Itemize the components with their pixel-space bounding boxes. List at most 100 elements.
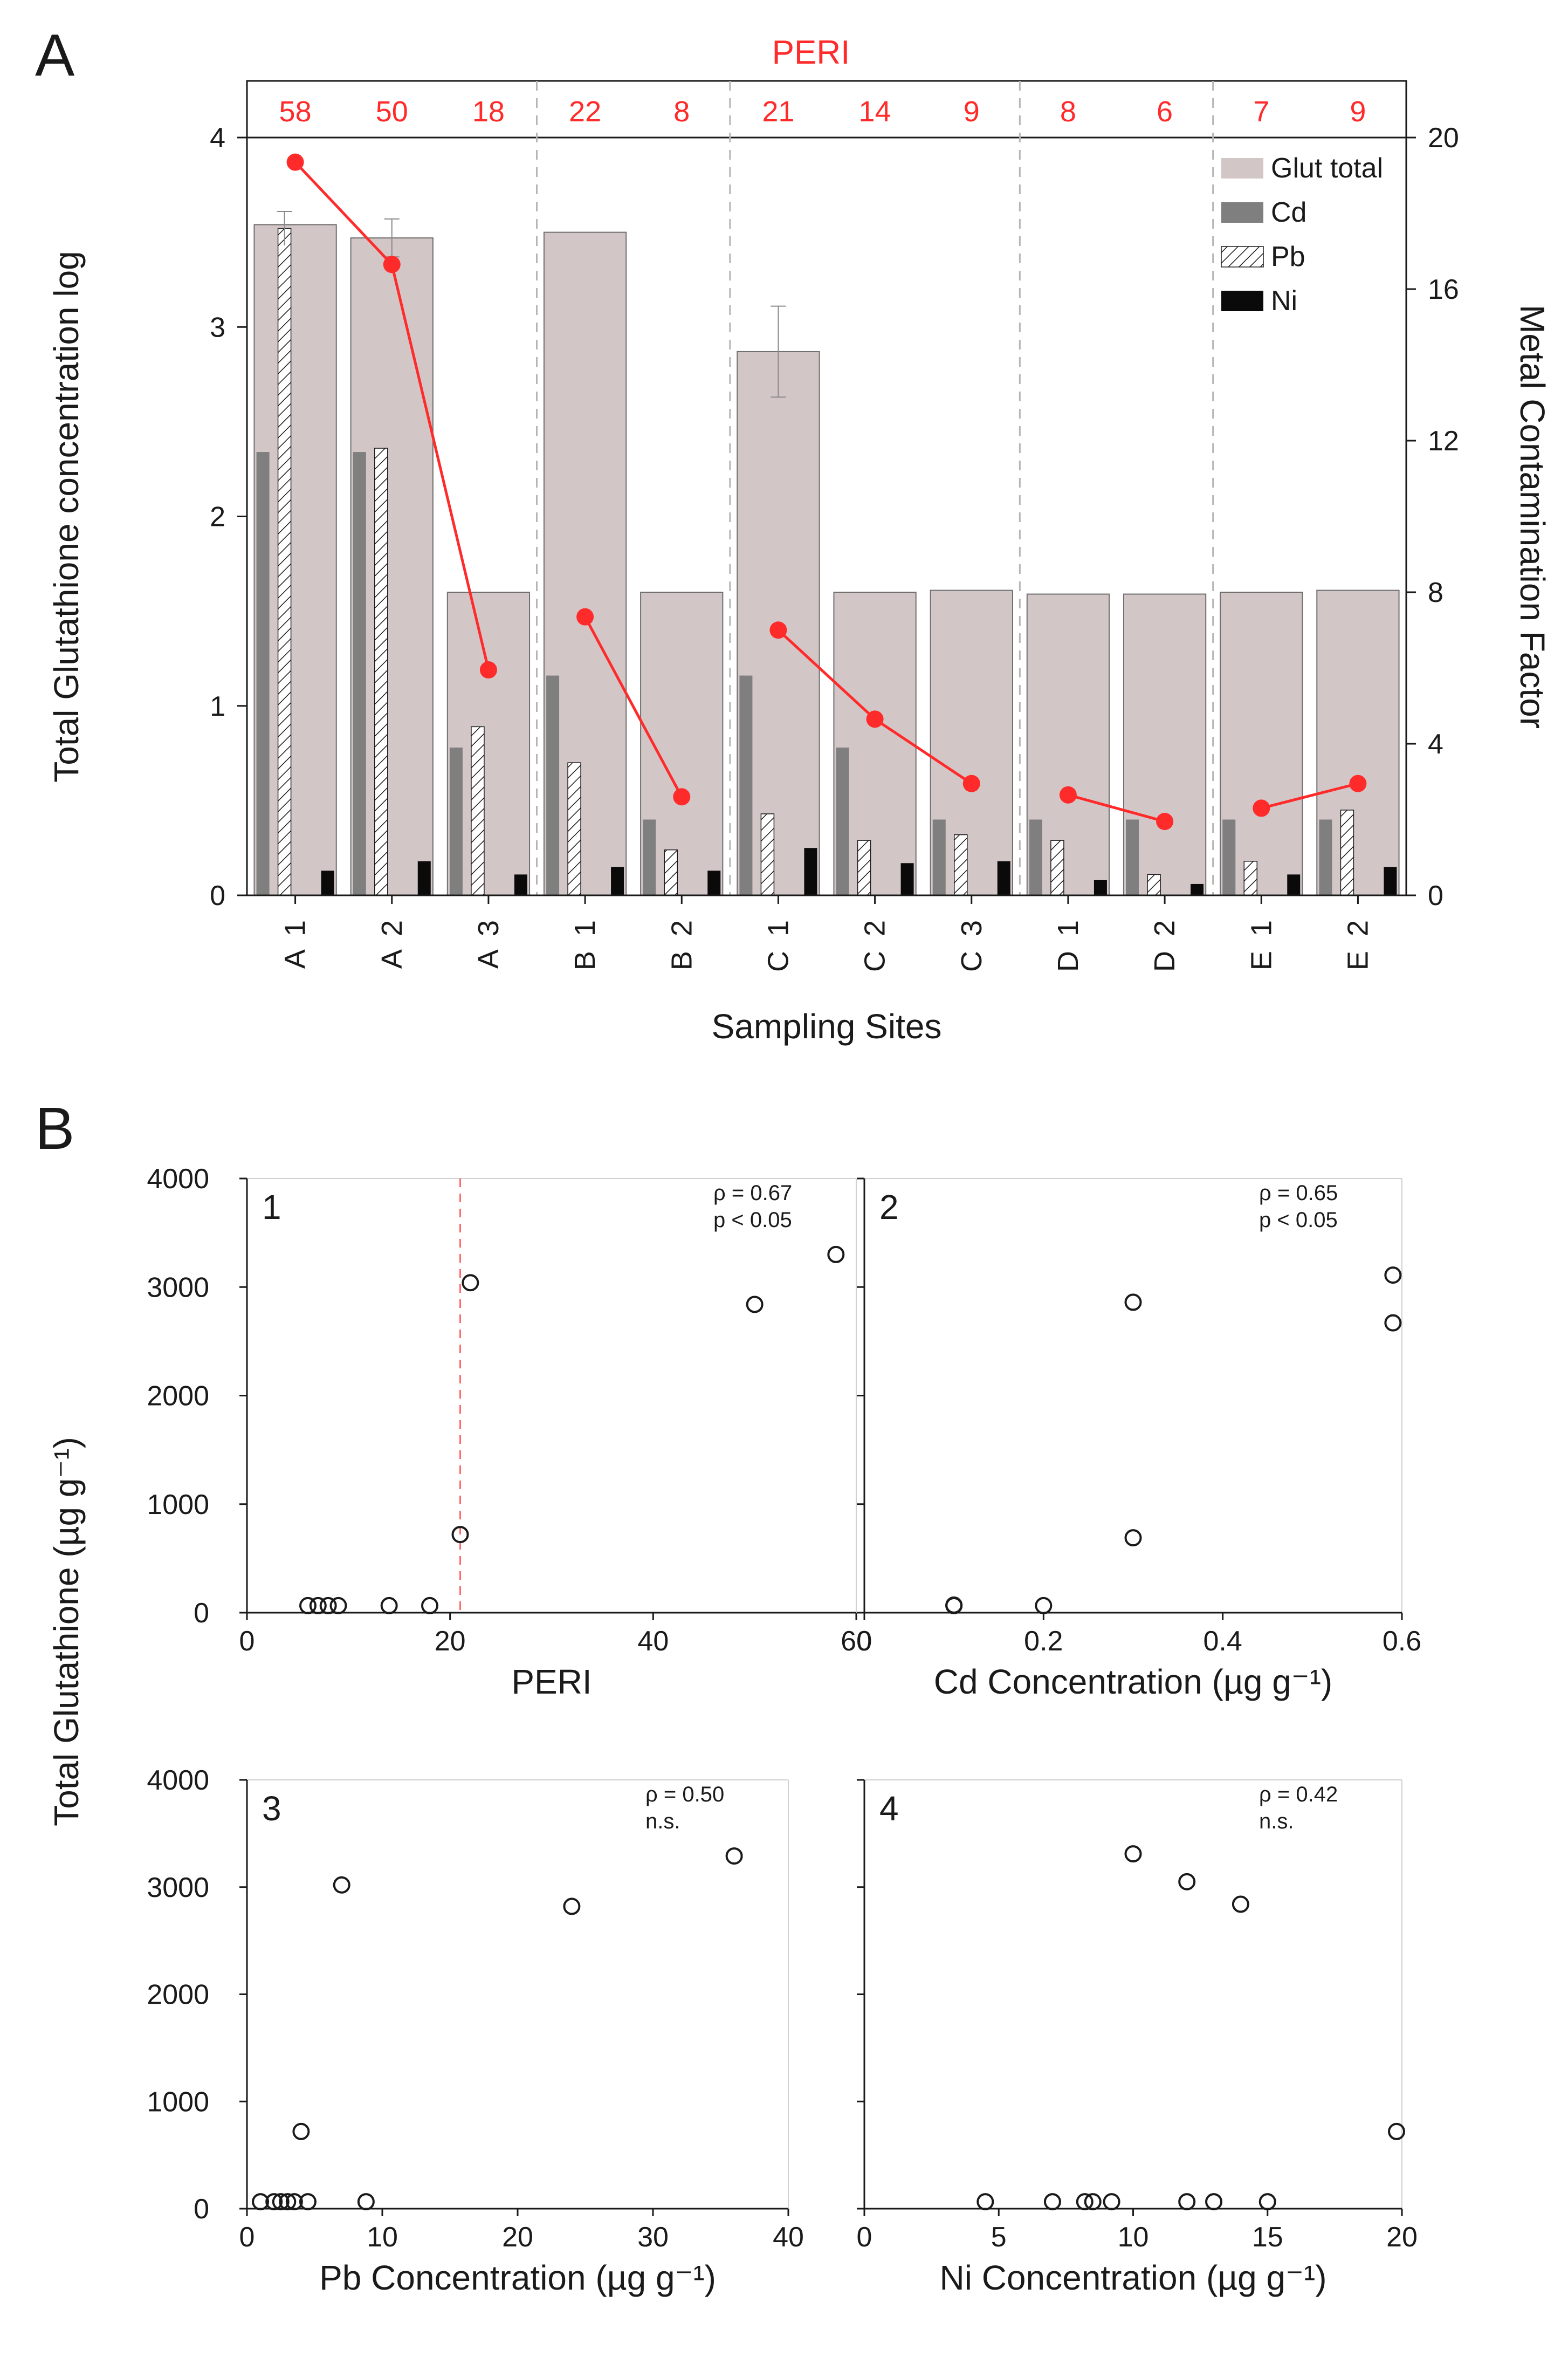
scatter-point — [329, 1597, 347, 1614]
y-tick-label: 3000 — [147, 1272, 209, 1303]
scatter-point — [1178, 1873, 1196, 1890]
x-tick-label: 40 — [637, 1626, 669, 1657]
cd-bar — [256, 452, 270, 895]
scatter-point — [285, 2193, 303, 2211]
x-tick-label: B 2 — [665, 917, 698, 970]
scatter-point — [1388, 2122, 1406, 2140]
y2-tick-label: 4 — [1428, 729, 1443, 760]
panel-a-letter: A — [35, 22, 75, 88]
cd-bar — [449, 748, 463, 895]
y-tick-label: 2 — [210, 502, 225, 533]
panel-b-y-axis-title: Total Glutathione (µg g⁻¹) — [47, 1437, 86, 1826]
scatter-point — [272, 2193, 290, 2211]
subplot-number: 1 — [262, 1188, 281, 1227]
scatter-point — [976, 2193, 994, 2211]
scatter-point — [279, 2193, 297, 2211]
scatter-point — [1103, 2193, 1120, 2211]
scatter-point — [827, 1245, 845, 1263]
peri-point — [1349, 775, 1367, 792]
scatter-point — [1043, 2193, 1061, 2211]
peri-value-label: 22 — [569, 95, 601, 128]
ni-bar — [900, 863, 914, 895]
x-axis-title: Cd Concentration (µg g⁻¹) — [934, 1662, 1332, 1701]
x-tick-label: 0 — [857, 2222, 872, 2253]
x-tick-label: 5 — [991, 2222, 1007, 2253]
scatter-point — [265, 2193, 283, 2211]
scatter-point — [333, 1876, 350, 1894]
scatter-point — [1178, 2193, 1196, 2211]
pb-bar — [954, 834, 968, 896]
peri-line-segment — [583, 616, 683, 798]
x-axis-title: Ni Concentration (µg g⁻¹) — [939, 2258, 1326, 2297]
chart-legend: Glut total Cd Pb Ni — [1221, 153, 1383, 317]
pb-bar — [760, 813, 775, 896]
x-tick-label: D 2 — [1149, 917, 1181, 972]
peri-strip-title: PERI — [772, 34, 850, 71]
x-tick-label: 10 — [1118, 2222, 1149, 2253]
scatter-point — [451, 1526, 469, 1544]
cd-bar — [932, 819, 946, 895]
stat-text: ρ = 0.67 — [713, 1181, 792, 1205]
stat-text: n.s. — [645, 1810, 680, 1833]
y-tick-label: 0 — [210, 880, 225, 912]
x-tick-label: 0 — [239, 1626, 255, 1657]
stat-text: ρ = 0.42 — [1259, 1783, 1338, 1806]
y-tick-label: 1000 — [147, 2086, 209, 2118]
scatter-point — [725, 1847, 743, 1865]
scatter-point — [309, 1597, 327, 1614]
peri-value-label: 8 — [673, 95, 690, 128]
scatter-point — [1124, 1529, 1142, 1547]
peri-point — [479, 661, 497, 679]
scatter-point — [1035, 1597, 1053, 1614]
scatter-subplot-1: 0 1000 2000 3000 4000 0 20 40 60 PERI 1 ρ = 0.67 p <… — [147, 1163, 872, 1701]
ni-bar — [417, 861, 431, 895]
y2-tick-label: 0 — [1428, 880, 1443, 912]
pb-bar — [857, 840, 871, 896]
y-tick-label: 0 — [194, 2194, 209, 2225]
ni-bar — [1384, 867, 1397, 895]
peri-line-segment — [1261, 782, 1359, 810]
scatter-point — [1384, 1314, 1402, 1332]
x-tick-label: E 2 — [1342, 917, 1374, 970]
x-tick-label: 40 — [773, 2222, 804, 2253]
x-tick-label: 0.4 — [1203, 1626, 1242, 1657]
scatter-point — [357, 2193, 375, 2211]
cd-bar — [836, 748, 849, 895]
stat-text: p < 0.05 — [1259, 1208, 1338, 1232]
x-tick-label: 0.6 — [1383, 1626, 1421, 1657]
x-tick-label: A 3 — [472, 917, 505, 969]
scatter-point — [1205, 2193, 1223, 2211]
x-tick-label: 20 — [502, 2222, 533, 2253]
y-axis-title: Total Glutathione concentration log — [47, 251, 86, 783]
x-tick-label: 0 — [857, 1626, 872, 1657]
x-tick-label: C 3 — [955, 917, 988, 972]
y-tick-label: 4000 — [147, 1163, 209, 1195]
y2-axis-title: Metal Contamination Factor — [1513, 305, 1552, 729]
pb-bar — [567, 762, 581, 896]
stat-text: ρ = 0.50 — [645, 1783, 724, 1806]
x-tick-label: 60 — [841, 1626, 872, 1657]
ni-bar — [1191, 883, 1204, 895]
y-tick-label: 4 — [210, 122, 225, 154]
cd-bar — [643, 819, 656, 895]
x-tick-label: 20 — [435, 1626, 466, 1657]
x-tick-label: 0 — [239, 2222, 255, 2253]
y2-tick-label: 8 — [1428, 577, 1443, 608]
ni-bar — [321, 871, 334, 895]
peri-point — [962, 775, 980, 792]
peri-point — [1253, 799, 1270, 817]
x-axis-title: Pb Concentration (µg g⁻¹) — [319, 2258, 716, 2297]
scatter-point — [299, 1597, 317, 1614]
scatter-point — [746, 1296, 764, 1313]
ni-bar — [997, 861, 1010, 895]
y-tick-label: 1000 — [147, 1489, 209, 1520]
x-tick-label: C 2 — [859, 917, 891, 972]
subplot-number: 2 — [879, 1188, 899, 1227]
legend-label: Cd — [1271, 197, 1306, 228]
ni-bar — [1094, 880, 1107, 895]
peri-value-label: 21 — [762, 95, 794, 128]
pb-bar — [1243, 861, 1257, 896]
scatter-point — [1384, 1266, 1402, 1284]
x-tick-label: C 1 — [762, 917, 794, 972]
